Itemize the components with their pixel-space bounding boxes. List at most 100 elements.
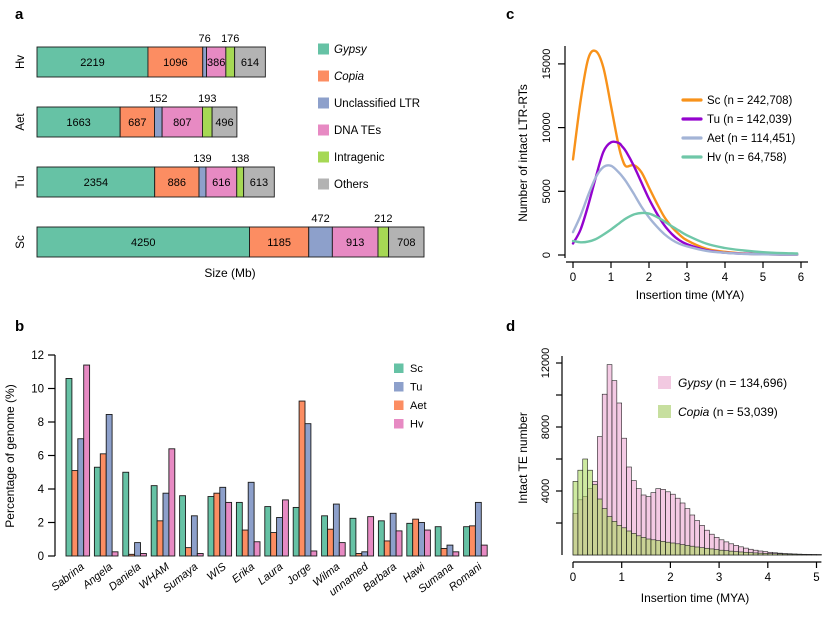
segment-value-above: 193 <box>198 93 216 105</box>
y-tick-label: 5000 <box>541 179 553 203</box>
x-tick-label: 5 <box>813 572 819 584</box>
row-label: Sc <box>15 235 27 249</box>
histogram-bar <box>601 508 608 556</box>
bar <box>77 438 85 557</box>
segment-value: 1185 <box>267 237 291 249</box>
histogram-bar <box>616 525 623 556</box>
panel-a-label: a <box>15 6 24 23</box>
bar <box>213 492 221 557</box>
bar <box>310 550 318 557</box>
segment-value: 614 <box>241 57 259 69</box>
segment-value-above: 76 <box>199 33 211 45</box>
legend-swatch <box>318 70 329 82</box>
legend-label: Others <box>334 179 369 191</box>
histogram-bar <box>636 535 642 556</box>
bar <box>292 506 300 557</box>
legend-label: DNA TEs <box>334 125 381 137</box>
x-tick-label: 5 <box>760 272 766 284</box>
histogram-bar <box>572 481 579 556</box>
legend-swatch <box>658 376 671 389</box>
bar <box>235 501 243 557</box>
panel-b-grouped-bar-chart: 0 2 4 6 8 10 12 Percentage of genome (%) Sabrina… <box>3 350 488 599</box>
x-category-label: Romani <box>447 561 485 594</box>
bar <box>395 530 403 557</box>
histogram-bar <box>640 537 647 556</box>
segment-value: 2354 <box>84 177 108 189</box>
bar-segment <box>225 46 236 78</box>
panel-c-line-chart: 0 5000 10000 15000 0 1 2 3 4 5 6 Insertion time (MY… <box>516 46 808 302</box>
bar <box>412 518 420 557</box>
histogram-bar <box>801 554 808 556</box>
bar-segment <box>202 46 207 78</box>
panel-d-label: d <box>506 318 516 335</box>
histogram-bar <box>757 552 764 556</box>
legend-swatch <box>394 400 404 410</box>
segment-value-above: 152 <box>149 93 167 105</box>
bar-segment <box>154 106 163 138</box>
bar <box>241 529 249 557</box>
bar <box>150 485 158 557</box>
y-tick-label: 2 <box>38 518 44 530</box>
bar <box>134 542 141 557</box>
segment-value: 4250 <box>131 237 155 249</box>
histogram-bar <box>723 550 730 556</box>
x-category-label: Erika <box>230 561 257 586</box>
bar <box>480 544 488 557</box>
bar <box>452 551 460 557</box>
histogram-bar <box>674 543 681 556</box>
x-category-label: Daniela <box>107 561 144 593</box>
legend-swatch <box>318 43 329 55</box>
bar <box>83 364 91 557</box>
legend-swatch <box>318 124 329 136</box>
histogram-bar <box>718 549 725 556</box>
segment-value: 613 <box>250 177 268 189</box>
legend-label: Intragenic <box>334 152 385 164</box>
legend-swatch <box>318 151 329 163</box>
bar <box>225 501 233 557</box>
y-tick-label: 12 <box>31 350 44 362</box>
y-tick-label: 10 <box>31 384 44 396</box>
bar <box>469 525 476 557</box>
segment-value: 807 <box>173 117 191 129</box>
histogram-bar <box>694 546 700 556</box>
x-tick-label: 2 <box>646 272 652 284</box>
bar <box>282 499 289 557</box>
histogram-bar <box>806 554 812 556</box>
bar <box>424 529 431 557</box>
histogram-bar <box>689 545 696 556</box>
histogram-bar <box>709 548 715 556</box>
x-tick-label: 0 <box>570 272 576 284</box>
bar <box>247 481 255 557</box>
segment-value-above: 212 <box>374 213 392 225</box>
segment-value: 913 <box>346 237 364 249</box>
legend-swatch <box>318 97 329 109</box>
bar-segment <box>161 106 203 138</box>
x-tick-label: 1 <box>618 572 624 584</box>
segment-value: 1663 <box>66 117 90 129</box>
bar <box>196 553 204 557</box>
legend-label: Copia <box>334 71 364 83</box>
row-label: Tu <box>15 176 27 189</box>
bar <box>361 551 369 557</box>
bar <box>367 516 375 557</box>
histogram-bar <box>645 538 652 556</box>
legend-swatch <box>318 178 329 190</box>
bar <box>298 400 306 557</box>
bar-segment <box>119 106 155 138</box>
histogram-bar <box>786 553 793 556</box>
bar-segment <box>236 166 245 198</box>
row-label: Aet <box>15 113 27 131</box>
histogram-bar <box>713 549 720 556</box>
x-axis-title: Insertion time (MYA) <box>641 591 749 605</box>
panel-d-histogram: 4000 8000 12000 0 1 2 3 4 5 Insertion time (MYA) I… <box>516 348 822 605</box>
bar-segment <box>234 46 266 78</box>
histogram-bar <box>611 521 618 556</box>
x-axis-title: Insertion time (MYA) <box>636 288 744 302</box>
histogram-bar <box>738 551 744 556</box>
segment-value: 496 <box>215 117 233 129</box>
segment-value: 708 <box>397 237 415 249</box>
bar-segment <box>308 226 333 258</box>
bar-segment <box>36 226 250 258</box>
bar <box>338 542 346 557</box>
